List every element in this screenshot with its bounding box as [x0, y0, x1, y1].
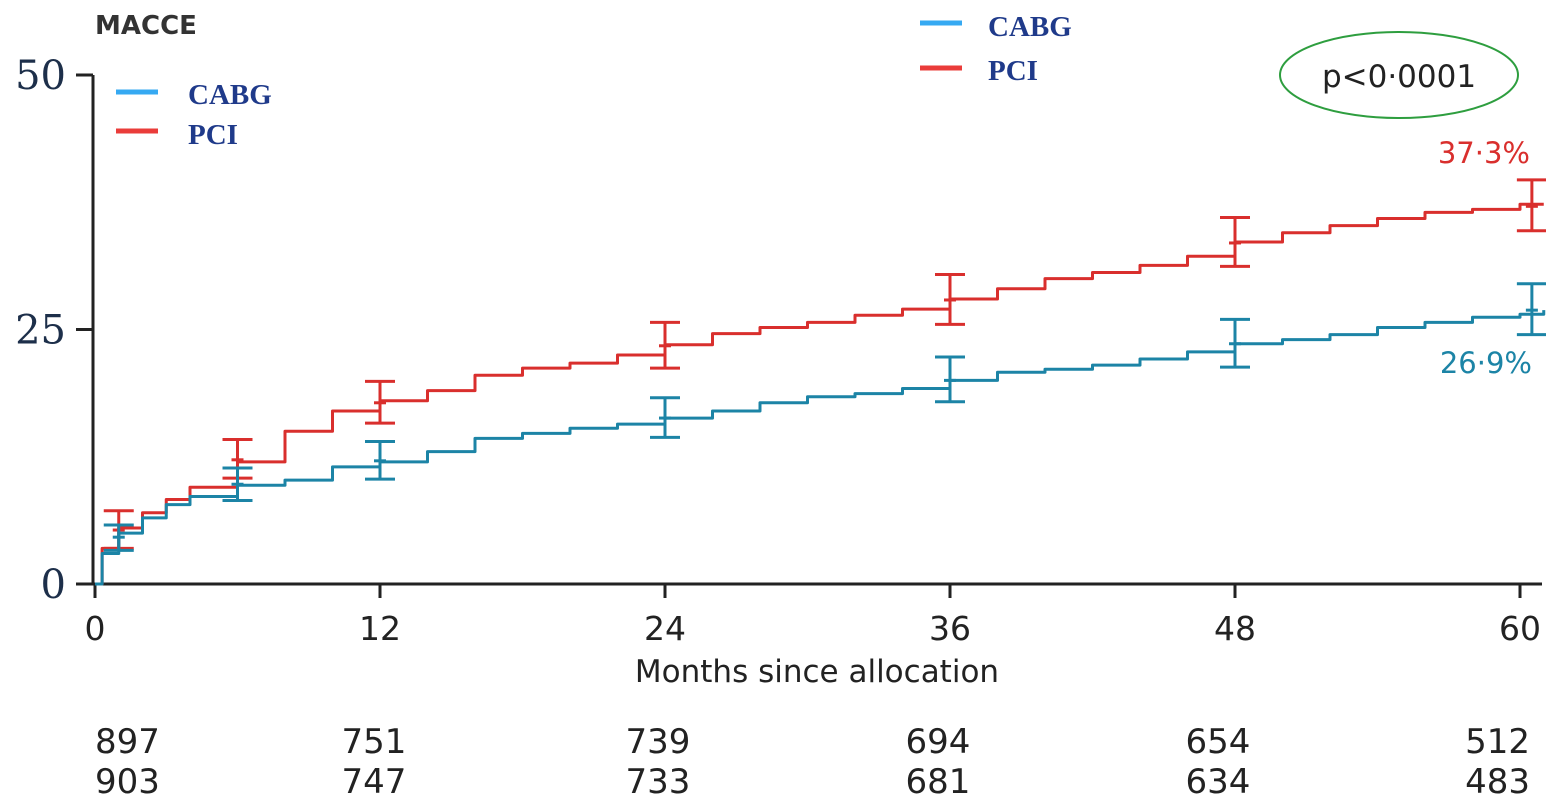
y-tick-label: 25 [15, 308, 66, 354]
error-bar-pci [935, 273, 965, 326]
x-axis-label: Months since allocation [635, 654, 999, 690]
legend-top-center: CABG PCI [920, 11, 1072, 87]
error-bar-cabg [650, 396, 680, 439]
pci-end-label: 37·3% [1438, 136, 1530, 170]
p-value-ellipse [1279, 31, 1519, 119]
axes [91, 75, 1542, 586]
x-tick-label: 60 [1499, 609, 1541, 648]
at-risk-value: 897 [95, 722, 160, 762]
error-bar-cabg [1220, 317, 1250, 369]
error-bar-pci [365, 379, 395, 425]
error-bar-cabg [222, 466, 253, 503]
series-line-pci [95, 202, 1544, 586]
chart-title: MACCE [95, 11, 197, 41]
y-tick-label: 0 [41, 562, 66, 608]
at-risk-value: 681 [906, 762, 971, 802]
at-risk-table: 897 751 739 694 654 512 903 747 733 681 634 483 [95, 722, 1530, 802]
y-tick-label: 50 [15, 53, 66, 99]
x-tick-label: 12 [359, 609, 401, 648]
legend-label-pci: PCI [988, 55, 1038, 87]
cabg-end-label: 26·9% [1440, 346, 1532, 380]
x-ticks: 0 12 24 36 48 60 [85, 584, 1541, 648]
legend-top-left: CABG PCI [116, 79, 272, 151]
series-line-cabg [95, 310, 1546, 586]
error-bar-cabg [935, 355, 965, 404]
error-bar-pci [1516, 178, 1546, 233]
at-risk-value: 512 [1465, 722, 1530, 762]
error-bar-cabg [365, 439, 395, 481]
legend-label-pci: PCI [188, 119, 238, 151]
error-bar-cabg [103, 523, 134, 552]
series-layer [95, 178, 1546, 586]
at-risk-value: 751 [342, 722, 407, 762]
y-ticks: 0 25 50 [15, 53, 93, 608]
x-tick-label: 24 [644, 609, 686, 648]
error-bar-pci [650, 320, 680, 370]
error-bar-cabg [1516, 282, 1546, 337]
at-risk-value: 747 [342, 762, 407, 802]
x-tick-label: 48 [1214, 609, 1256, 648]
at-risk-value: 903 [95, 762, 160, 802]
p-value-label: p<0·0001 [1322, 59, 1476, 95]
legend-label-cabg: CABG [988, 11, 1072, 43]
at-risk-value: 654 [1186, 722, 1251, 762]
at-risk-value: 483 [1465, 762, 1530, 802]
legend-label-cabg: CABG [188, 79, 272, 111]
at-risk-value: 694 [906, 722, 971, 762]
at-risk-value: 733 [626, 762, 691, 802]
at-risk-value: 634 [1186, 762, 1251, 802]
p-value-badge: p<0·0001 [1279, 31, 1519, 119]
x-tick-label: 36 [929, 609, 971, 648]
x-tick-label: 0 [85, 609, 106, 648]
error-bar-pci [1220, 216, 1250, 268]
at-risk-value: 739 [626, 722, 691, 762]
